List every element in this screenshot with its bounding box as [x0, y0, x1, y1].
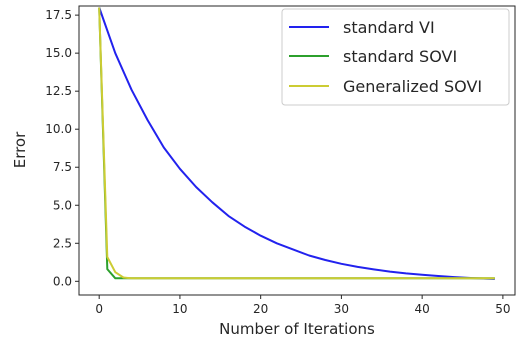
y-tick-label: 0.0	[53, 274, 72, 288]
series-line-standard-vi	[98, 7, 495, 280]
x-tick-label: 10	[172, 302, 187, 316]
y-tick-label: 12.5	[45, 84, 72, 98]
y-axis-label: Error	[11, 131, 29, 168]
series-line-generalized-sovi	[98, 7, 495, 280]
legend-label-standard-vi: standard VI	[343, 18, 435, 37]
series-lines	[98, 7, 495, 280]
x-tick-label: 20	[253, 302, 268, 316]
legend: standard VI standard SOVI Generalized SO…	[281, 8, 510, 106]
x-axis-label: Number of Iterations	[219, 320, 375, 338]
y-axis-ticks: 0.0 2.5 5.0 7.5 10.0 12.5 15.0 17.5	[45, 8, 79, 288]
legend-label-generalized-sovi: Generalized SOVI	[343, 77, 482, 96]
y-tick-label: 2.5	[53, 236, 72, 250]
x-tick-label: 50	[495, 302, 510, 316]
y-tick-label: 15.0	[45, 46, 72, 60]
x-tick-label: 0	[95, 302, 103, 316]
y-tick-label: 5.0	[53, 198, 72, 212]
y-tick-label: 7.5	[53, 160, 72, 174]
x-tick-label: 30	[334, 302, 349, 316]
x-tick-label: 40	[415, 302, 430, 316]
y-tick-label: 10.0	[45, 122, 72, 136]
y-tick-label: 17.5	[45, 8, 72, 22]
legend-label-standard-sovi: standard SOVI	[343, 47, 457, 66]
legend-box	[281, 8, 510, 106]
x-axis-ticks: 0 10 20 30 40 50	[95, 295, 511, 316]
